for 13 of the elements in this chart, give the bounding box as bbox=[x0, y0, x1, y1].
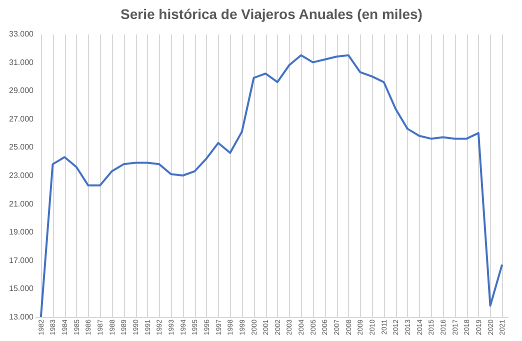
y-tick-label: 21.000 bbox=[9, 199, 34, 208]
line-series bbox=[40, 54, 504, 318]
y-tick-label: 31.000 bbox=[9, 58, 34, 67]
chart-title: Serie histórica de Viajeros Anuales (en miles) bbox=[120, 6, 422, 22]
y-tick-label: 13.000 bbox=[9, 312, 34, 322]
y-tick-label: 29.000 bbox=[9, 86, 34, 96]
y-tick-label: 25.000 bbox=[9, 142, 34, 152]
y-tick-label: 23.000 bbox=[9, 171, 34, 180]
y-tick-label: 19.000 bbox=[9, 228, 34, 237]
y-tick-label: 17.000 bbox=[9, 256, 34, 265]
y-tick-label: 27.000 bbox=[9, 114, 34, 124]
y-tick-label: 15.000 bbox=[9, 284, 34, 294]
y-tick-label: 33.000 bbox=[9, 30, 34, 38]
